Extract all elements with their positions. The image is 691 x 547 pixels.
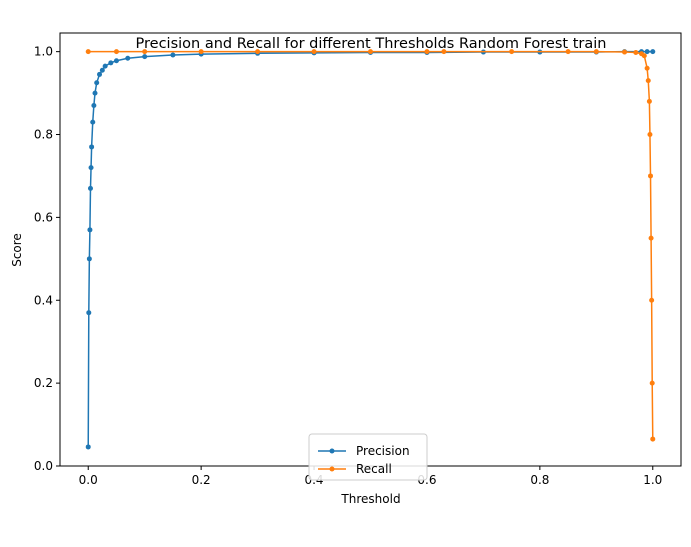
data-point-recall xyxy=(565,49,571,55)
data-point-precision xyxy=(87,185,93,191)
data-point-precision xyxy=(86,310,92,316)
x-tick-label: 0.2 xyxy=(192,473,211,487)
legend-label-precision: Precision xyxy=(356,444,410,458)
data-point-precision xyxy=(170,52,176,58)
data-point-recall xyxy=(622,49,628,55)
data-point-recall xyxy=(641,53,647,59)
legend: Precision Recall xyxy=(308,433,428,481)
y-tick-label: 0.0 xyxy=(34,459,53,473)
series-layer xyxy=(85,49,656,450)
data-point-precision xyxy=(142,54,148,60)
data-point-recall xyxy=(113,49,119,55)
data-point-precision xyxy=(90,119,96,125)
y-axis: 0.0 0.2 0.4 0.6 0.8 1.0 xyxy=(34,45,60,473)
legend-label-recall: Recall xyxy=(356,462,392,476)
data-point-recall xyxy=(649,380,655,386)
y-axis-label: Score xyxy=(10,233,24,267)
data-point-recall xyxy=(85,49,91,55)
data-point-recall xyxy=(198,49,204,55)
chart-title: Precision and Recall for different Thres… xyxy=(136,36,607,52)
legend-marker-recall xyxy=(329,466,335,472)
x-axis-label: Threshold xyxy=(340,492,400,506)
data-point-recall xyxy=(593,49,599,55)
y-tick-label: 0.4 xyxy=(34,293,53,307)
data-point-precision xyxy=(91,103,97,109)
data-point-recall xyxy=(648,173,654,179)
data-point-precision xyxy=(94,80,100,86)
y-tick-label: 0.2 xyxy=(34,376,53,390)
data-point-precision xyxy=(86,256,92,262)
data-point-precision xyxy=(650,49,656,55)
data-point-precision xyxy=(113,58,119,64)
x-tick-label: 0.0 xyxy=(79,473,98,487)
y-tick-label: 0.8 xyxy=(34,128,53,142)
data-point-recall xyxy=(644,65,650,71)
data-point-recall xyxy=(647,132,653,138)
data-point-precision xyxy=(88,165,94,171)
data-point-precision xyxy=(644,49,650,55)
legend-marker-precision xyxy=(329,448,335,454)
data-point-recall xyxy=(142,49,148,55)
data-point-precision xyxy=(87,227,93,233)
data-point-recall xyxy=(650,436,656,442)
data-point-recall xyxy=(368,49,373,55)
data-point-recall xyxy=(255,49,261,55)
data-point-precision xyxy=(89,144,95,150)
data-point-precision xyxy=(99,67,105,73)
x-tick-label: 0.8 xyxy=(530,473,549,487)
data-point-precision xyxy=(108,60,114,66)
data-point-precision xyxy=(92,90,98,96)
data-point-precision xyxy=(85,444,91,450)
data-point-precision xyxy=(125,55,131,61)
y-tick-label: 1.0 xyxy=(34,45,53,59)
data-point-recall xyxy=(649,297,655,303)
data-point-recall xyxy=(633,49,639,55)
data-point-precision xyxy=(97,71,103,77)
y-tick-label: 0.6 xyxy=(34,210,53,224)
data-point-recall xyxy=(311,49,317,55)
x-tick-label: 1.0 xyxy=(643,473,662,487)
data-point-recall xyxy=(646,98,652,104)
data-point-recall xyxy=(648,235,654,241)
data-point-recall xyxy=(424,49,430,55)
data-point-recall xyxy=(645,78,651,84)
data-point-recall xyxy=(509,49,515,55)
data-point-recall xyxy=(441,49,447,55)
data-point-precision xyxy=(102,63,108,69)
